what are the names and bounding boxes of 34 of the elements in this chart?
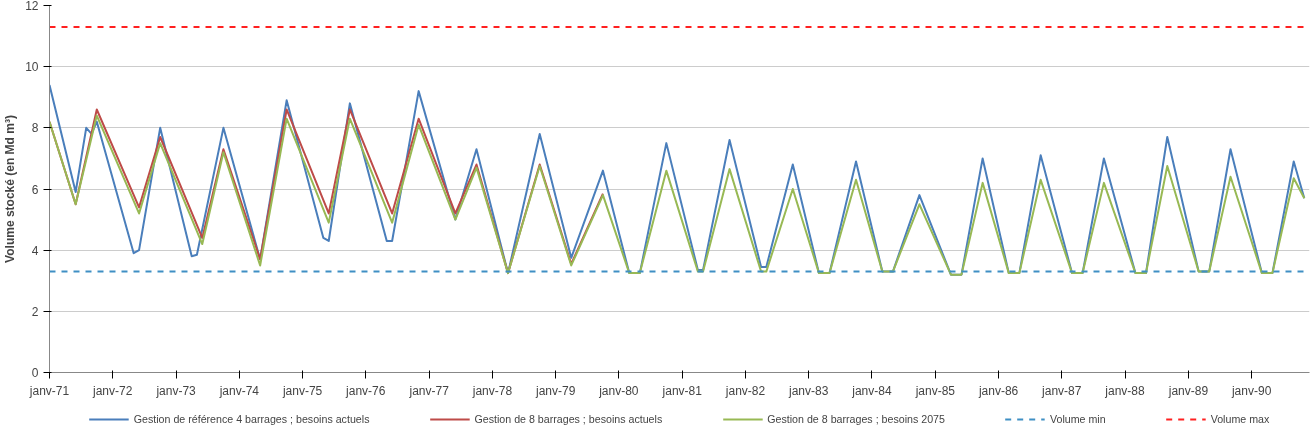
x-tick-label: janv-74: [218, 383, 260, 398]
x-tick-label: janv-75: [281, 383, 323, 398]
x-tick-label: janv-80: [598, 383, 639, 398]
x-tick-label: janv-77: [408, 383, 450, 398]
x-tick-label: janv-72: [92, 383, 133, 398]
x-tick-label: janv-84: [851, 383, 892, 398]
legend-label: Volume min: [1049, 413, 1106, 425]
y-axis-title: Volume stocké (en Md m³): [3, 115, 18, 263]
x-tick-label: janv-85: [914, 383, 956, 398]
x-tick-label: janv-79: [534, 383, 576, 398]
x-tick-label: janv-87: [1041, 383, 1082, 398]
legend-label: Volume max: [1210, 413, 1270, 425]
y-tick-label: 6: [31, 182, 39, 197]
x-tick-label: janv-89: [1167, 383, 1209, 398]
y-tick-label: 4: [31, 243, 39, 258]
y-tick-label: 2: [31, 304, 39, 319]
x-tick-label: janv-83: [788, 383, 829, 398]
x-tick-label: janv-82: [724, 383, 766, 398]
x-tick-label: janv-81: [661, 383, 703, 398]
x-tick-label: janv-73: [155, 383, 197, 398]
x-tick-label: janv-71: [28, 383, 70, 398]
y-tick-label: 8: [31, 121, 39, 136]
x-tick-label: janv-78: [471, 383, 513, 398]
y-tick-label: 12: [25, 0, 39, 13]
legend-label: Gestion de référence 4 barrages ; besoins actuels: [133, 413, 370, 425]
x-tick-label: janv-76: [345, 383, 386, 398]
x-tick-label: janv-90: [1230, 383, 1272, 398]
legend-label: Gestion de 8 barrages ; besoins actuels: [474, 413, 663, 425]
legend-label: Gestion de 8 barrages ; besoins 2075: [767, 413, 945, 425]
line-series: [49, 114, 1306, 276]
y-tick-label: 0: [31, 366, 39, 380]
x-tick-label: janv-86: [977, 383, 1019, 398]
y-tick-label: 10: [25, 60, 39, 75]
x-tick-label: janv-88: [1104, 383, 1146, 398]
